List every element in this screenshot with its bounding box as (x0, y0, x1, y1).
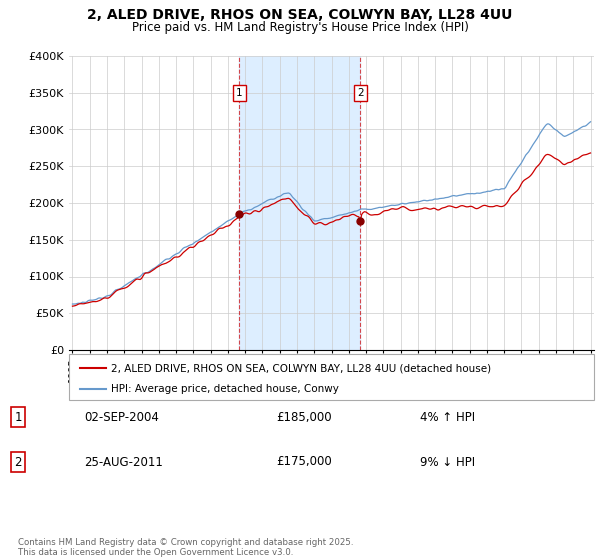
Text: 25-AUG-2011: 25-AUG-2011 (84, 455, 163, 469)
Text: HPI: Average price, detached house, Conwy: HPI: Average price, detached house, Conw… (111, 384, 339, 394)
Bar (239, 56, 361, 350)
Text: 1: 1 (236, 88, 243, 98)
Text: 2, ALED DRIVE, RHOS ON SEA, COLWYN BAY, LL28 4UU: 2, ALED DRIVE, RHOS ON SEA, COLWYN BAY, … (88, 8, 512, 22)
Text: 9% ↓ HPI: 9% ↓ HPI (420, 455, 475, 469)
Text: Price paid vs. HM Land Registry's House Price Index (HPI): Price paid vs. HM Land Registry's House … (131, 21, 469, 34)
Text: Contains HM Land Registry data © Crown copyright and database right 2025.
This d: Contains HM Land Registry data © Crown c… (18, 538, 353, 557)
Text: 4% ↑ HPI: 4% ↑ HPI (420, 410, 475, 424)
Text: 2: 2 (357, 88, 364, 98)
Text: 2: 2 (14, 455, 22, 469)
Text: £175,000: £175,000 (276, 455, 332, 469)
FancyBboxPatch shape (69, 354, 594, 400)
Text: £185,000: £185,000 (276, 410, 332, 424)
Text: 2, ALED DRIVE, RHOS ON SEA, COLWYN BAY, LL28 4UU (detached house): 2, ALED DRIVE, RHOS ON SEA, COLWYN BAY, … (111, 363, 491, 374)
Text: 02-SEP-2004: 02-SEP-2004 (84, 410, 159, 424)
Text: 1: 1 (14, 410, 22, 424)
